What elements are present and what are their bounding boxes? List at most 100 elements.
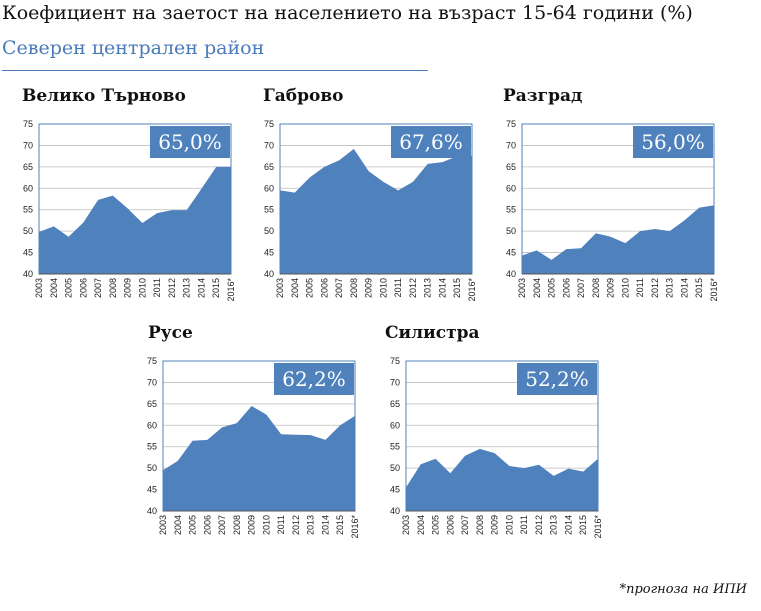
chart-title-ruse: Русе <box>148 323 193 343</box>
x-tick-label: 2004 <box>416 515 426 535</box>
x-tick-label: 2010 <box>137 278 147 298</box>
y-tick-label: 65 <box>23 162 33 172</box>
x-tick-label: 2004 <box>173 515 183 535</box>
x-tick-label: 2006 <box>202 515 212 535</box>
y-tick-label: 55 <box>264 205 274 215</box>
x-tick-label: 2006 <box>319 278 329 298</box>
x-tick-label: 2015 <box>335 515 345 535</box>
x-tick-label: 2014 <box>679 278 689 298</box>
value-label: 62,2% <box>282 367 346 391</box>
x-tick-label: 2012 <box>291 515 301 535</box>
x-tick-label: 2016* <box>467 278 477 302</box>
x-tick-label: 2009 <box>247 515 257 535</box>
x-tick-label: 2006 <box>445 515 455 535</box>
y-tick-label: 75 <box>147 356 157 366</box>
x-tick-label: 2013 <box>423 278 433 298</box>
y-tick-label: 45 <box>390 485 400 495</box>
y-tick-label: 50 <box>506 226 516 236</box>
y-tick-label: 55 <box>23 205 33 215</box>
chart-title-silistra: Силистра <box>385 323 480 343</box>
x-tick-label: 2005 <box>547 278 557 298</box>
x-tick-label: 2016* <box>593 515 603 539</box>
x-tick-label: 2015 <box>578 515 588 535</box>
page-title: Коефициент на заетост на населението на … <box>2 2 693 24</box>
value-label: 65,0% <box>158 130 222 154</box>
y-tick-label: 45 <box>264 248 274 258</box>
x-tick-label: 2007 <box>460 515 470 535</box>
page-subtitle: Северен централен район <box>2 37 265 59</box>
x-tick-label: 2013 <box>182 278 192 298</box>
x-tick-label: 2008 <box>232 515 242 535</box>
x-tick-label: 2003 <box>158 515 168 535</box>
title-divider <box>2 70 428 71</box>
y-tick-label: 50 <box>390 463 400 473</box>
y-tick-label: 40 <box>23 269 33 279</box>
x-tick-label: 2015 <box>694 278 704 298</box>
x-tick-label: 2011 <box>393 278 403 297</box>
x-tick-label: 2004 <box>532 278 542 298</box>
y-tick-label: 55 <box>390 442 400 452</box>
y-tick-label: 50 <box>264 226 274 236</box>
x-tick-label: 2006 <box>78 278 88 298</box>
x-tick-label: 2004 <box>290 278 300 298</box>
x-tick-label: 2016* <box>226 278 236 302</box>
x-tick-label: 2010 <box>378 278 388 298</box>
x-tick-label: 2011 <box>519 515 529 534</box>
x-tick-label: 2003 <box>401 515 411 535</box>
x-tick-label: 2012 <box>167 278 177 298</box>
chart-title-veliko-tarnovo: Велико Търново <box>22 86 186 106</box>
x-tick-label: 2003 <box>34 278 44 298</box>
area-series-razgrad <box>522 205 714 274</box>
area-series-ruse <box>163 406 355 511</box>
chart-veliko-tarnovo: 40 45 50 55 60 65 70 75 2003 2004 2005 2006 2007 2008… <box>23 119 236 302</box>
footnote: *прогноза на ИПИ <box>619 582 747 597</box>
x-tick-label: 2009 <box>490 515 500 535</box>
y-tick-label: 75 <box>506 119 516 129</box>
value-label-box <box>517 363 597 395</box>
x-tick-label: 2011 <box>635 278 645 297</box>
chart-title-gabrovo: Габрово <box>263 86 344 106</box>
y-tick-label: 60 <box>23 183 33 193</box>
y-tick-label: 40 <box>147 506 157 516</box>
x-tick-label: 2004 <box>49 278 59 298</box>
x-tick-label: 2005 <box>188 515 198 535</box>
y-tick-label: 70 <box>506 140 516 150</box>
x-tick-label: 2015 <box>452 278 462 298</box>
y-tick-label: 70 <box>264 140 274 150</box>
x-tick-label: 2005 <box>64 278 74 298</box>
y-tick-label: 65 <box>147 399 157 409</box>
x-tick-label: 2007 <box>334 278 344 298</box>
value-label-box <box>274 363 354 395</box>
x-tick-label: 2010 <box>261 515 271 535</box>
y-tick-label: 75 <box>390 356 400 366</box>
x-tick-label: 2008 <box>349 278 359 298</box>
x-tick-label: 2008 <box>475 515 485 535</box>
x-tick-label: 2007 <box>93 278 103 298</box>
x-tick-label: 2011 <box>276 515 286 534</box>
y-tick-label: 50 <box>23 226 33 236</box>
x-tick-label: 2013 <box>549 515 559 535</box>
x-tick-label: 2015 <box>211 278 221 298</box>
y-tick-label: 75 <box>264 119 274 129</box>
x-tick-label: 2009 <box>123 278 133 298</box>
y-tick-label: 50 <box>147 463 157 473</box>
value-label-box <box>633 126 713 158</box>
x-tick-label: 2006 <box>561 278 571 298</box>
x-tick-label: 2014 <box>196 278 206 298</box>
y-tick-label: 55 <box>506 205 516 215</box>
value-label: 67,6% <box>399 130 463 154</box>
chart-title-razgrad: Разград <box>503 86 583 106</box>
x-tick-label: 2003 <box>517 278 527 298</box>
y-tick-label: 45 <box>23 248 33 258</box>
x-tick-label: 2009 <box>364 278 374 298</box>
y-tick-label: 40 <box>506 269 516 279</box>
x-tick-label: 2014 <box>563 515 573 535</box>
x-tick-label: 2011 <box>152 278 162 297</box>
x-tick-label: 2014 <box>437 278 447 298</box>
value-label-box <box>391 126 471 158</box>
x-tick-label: 2016* <box>709 278 719 302</box>
y-tick-label: 65 <box>390 399 400 409</box>
x-tick-label: 2003 <box>275 278 285 298</box>
y-tick-label: 60 <box>390 420 400 430</box>
chart-silistra: 40 45 50 55 60 65 70 75 2003 2004 2005 2006 2007 2008… <box>390 356 603 539</box>
